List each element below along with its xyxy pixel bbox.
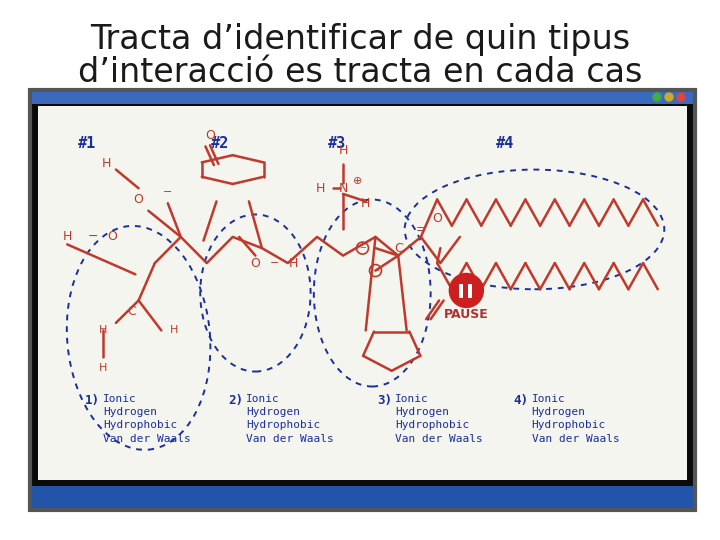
Text: −: − bbox=[359, 244, 366, 253]
Text: ⊕: ⊕ bbox=[354, 176, 363, 186]
Text: Ionic
Hydrogen
Hydrophobic
Van der Waals: Ionic Hydrogen Hydrophobic Van der Waals bbox=[531, 394, 619, 443]
FancyBboxPatch shape bbox=[459, 285, 464, 299]
FancyBboxPatch shape bbox=[32, 92, 693, 104]
Text: Ionic
Hydrogen
Hydrophobic
Van der Waals: Ionic Hydrogen Hydrophobic Van der Waals bbox=[246, 394, 333, 443]
Text: 1): 1) bbox=[85, 394, 100, 407]
Text: #4: #4 bbox=[496, 136, 514, 151]
Text: O: O bbox=[432, 212, 442, 225]
Text: 2): 2) bbox=[228, 394, 243, 407]
Text: O: O bbox=[251, 256, 261, 269]
FancyBboxPatch shape bbox=[38, 106, 687, 480]
Text: #3: #3 bbox=[328, 136, 346, 151]
Text: H: H bbox=[361, 197, 370, 210]
Text: −: − bbox=[270, 258, 279, 268]
Text: H: H bbox=[99, 363, 107, 373]
Text: Ionic
Hydrogen
Hydrophobic
Van der Waals: Ionic Hydrogen Hydrophobic Van der Waals bbox=[395, 394, 483, 443]
Circle shape bbox=[449, 273, 483, 307]
Text: H: H bbox=[338, 144, 348, 157]
Text: d’interacció es tracta en cada cas: d’interacció es tracta en cada cas bbox=[78, 56, 642, 89]
Text: C: C bbox=[127, 305, 137, 318]
Text: O: O bbox=[134, 193, 143, 206]
Text: Tracta d’identificar de quin tipus: Tracta d’identificar de quin tipus bbox=[90, 24, 630, 57]
Text: O: O bbox=[108, 231, 117, 244]
Text: C: C bbox=[394, 241, 402, 255]
Text: H: H bbox=[99, 326, 107, 335]
Text: −: − bbox=[372, 266, 379, 275]
Text: H: H bbox=[289, 256, 298, 269]
Text: =: = bbox=[415, 223, 426, 236]
Text: H: H bbox=[63, 231, 72, 244]
Text: #2: #2 bbox=[210, 136, 229, 151]
Circle shape bbox=[665, 93, 673, 101]
FancyBboxPatch shape bbox=[468, 285, 472, 299]
Text: #1: #1 bbox=[78, 136, 96, 151]
Text: O: O bbox=[205, 130, 215, 143]
Text: −: − bbox=[88, 231, 99, 244]
Text: 4): 4) bbox=[513, 394, 528, 407]
Circle shape bbox=[653, 93, 661, 101]
Text: 3): 3) bbox=[377, 394, 392, 407]
Circle shape bbox=[677, 93, 685, 101]
Text: Ionic
Hydrogen
Hydrophobic
Van der Waals: Ionic Hydrogen Hydrophobic Van der Waals bbox=[103, 394, 191, 443]
Text: H: H bbox=[170, 326, 179, 335]
Text: PAUSE: PAUSE bbox=[444, 308, 489, 321]
FancyBboxPatch shape bbox=[30, 90, 695, 510]
Text: N: N bbox=[338, 182, 348, 195]
Text: −: − bbox=[163, 187, 173, 197]
FancyBboxPatch shape bbox=[32, 486, 693, 508]
Text: H: H bbox=[102, 158, 111, 171]
Text: H: H bbox=[315, 182, 325, 195]
